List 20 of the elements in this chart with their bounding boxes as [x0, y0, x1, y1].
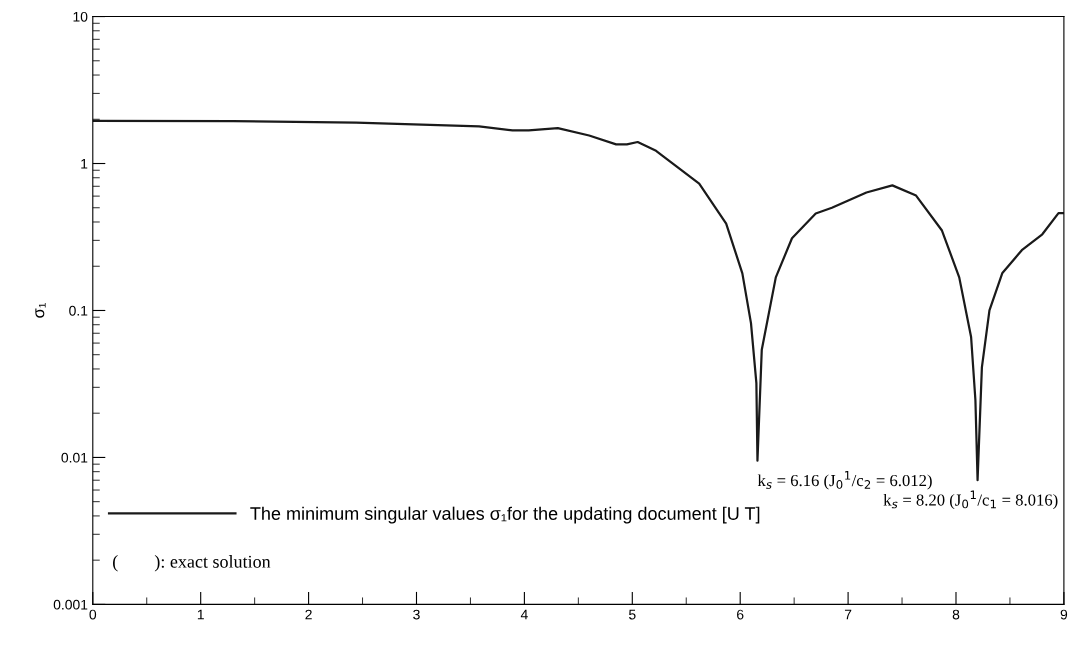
y-tick-label: 0.01	[61, 452, 88, 463]
annotation: k$_{s}$ = 6.16 (J$_{0}$$^{1}$/c$_{2}$ = 6.012)	[757, 471, 932, 490]
x-tick-label: 2	[305, 609, 312, 620]
annotation: ( ): exact solution	[113, 555, 271, 572]
x-tick-label: 4	[520, 609, 528, 620]
x-tick-label: 9	[1060, 609, 1068, 620]
x-tick-label: 5	[628, 609, 636, 620]
y-axis-title: σ₁	[35, 302, 46, 318]
y-tick-label: 0.001	[53, 599, 88, 610]
x-tick-label: 8	[952, 609, 960, 620]
x-tick-label: 6	[737, 609, 744, 620]
x-tick-label: 0	[89, 609, 97, 620]
y-tick-label: 1	[81, 158, 88, 169]
annotation: k$_{s}$ = 8.20 (J$_{0}$$^{1}$/c$_{1}$ = 8.016)	[883, 490, 1058, 510]
x-tick-label: 1	[197, 609, 204, 620]
x-tick-label: 3	[413, 609, 420, 620]
y-tick-label: 10	[73, 11, 88, 22]
y-tick-label: 0.1	[69, 305, 88, 316]
x-tick-label: 7	[844, 609, 852, 620]
text: The minimum singular values σ₁for the updating document [U T]	[250, 506, 760, 524]
